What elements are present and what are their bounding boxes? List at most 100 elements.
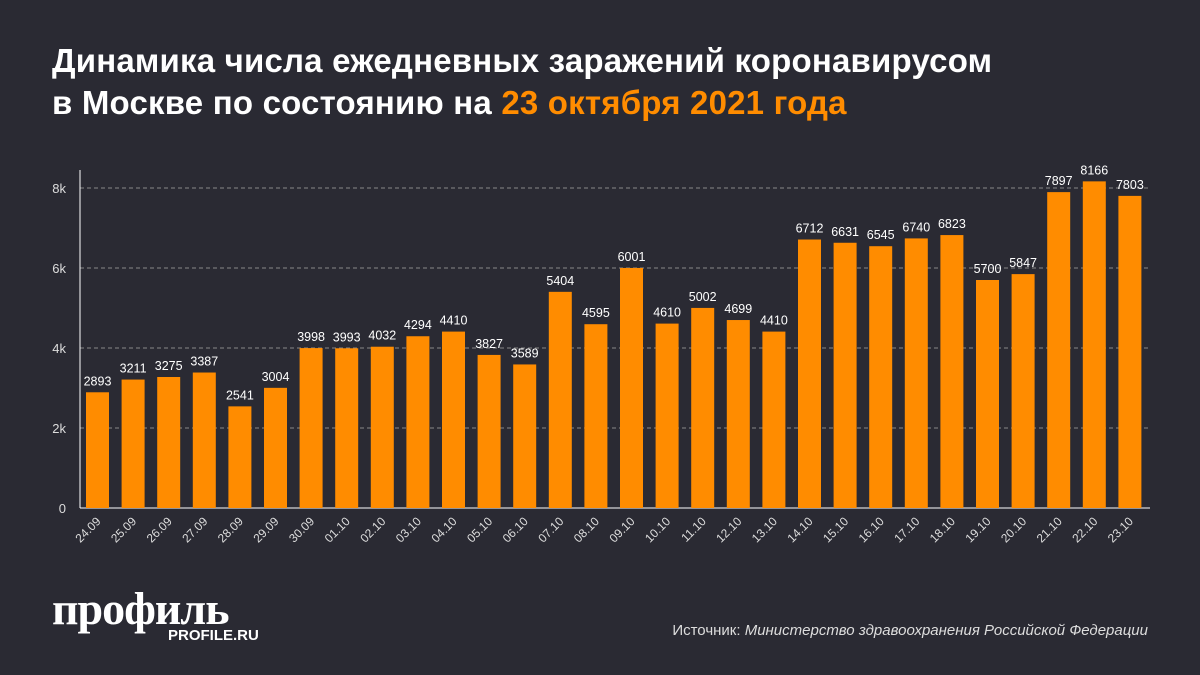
bar [726,320,750,508]
data-label: 3993 [333,330,361,344]
data-label: 7803 [1116,178,1144,192]
data-label: 4610 [653,306,681,320]
data-label: 5700 [974,262,1002,276]
data-label: 3004 [262,370,290,384]
y-tick-label: 8k [52,181,66,196]
title-line-2: в Москве по состоянию на 23 октября 2021… [52,82,992,124]
x-tick-label: 10.10 [642,514,673,545]
source-value: Министерство здравоохранения Российской … [744,622,1148,639]
data-label: 4294 [404,318,432,332]
data-label: 4032 [368,329,396,343]
bar [442,331,465,508]
bar [1047,192,1071,508]
title-date: 23 октября 2021 года [501,84,847,121]
x-tick-label: 08.10 [571,514,602,545]
bar [406,336,430,508]
data-label: 3589 [511,346,539,360]
data-label: 3275 [155,359,183,373]
x-tick-label: 13.10 [749,514,780,545]
x-tick-label: 14.10 [784,514,815,545]
data-label: 6712 [796,222,824,236]
x-tick-label: 29.09 [250,514,281,545]
data-label: 2893 [84,374,112,388]
bar [228,406,252,508]
source-note: Источник: Министерство здравоохранения Р… [672,622,1148,640]
x-tick-label: 24.09 [72,514,103,545]
bar [691,307,715,508]
x-tick-label: 23.10 [1105,514,1136,545]
data-label: 3827 [475,337,503,351]
y-tick-label: 2k [52,421,66,436]
chart-title: Динамика числа ежедневных заражений коро… [52,40,992,124]
x-tick-label: 25.09 [108,514,139,545]
data-label: 6740 [902,220,930,234]
x-tick-label: 22.10 [1069,514,1100,545]
data-label: 4410 [440,314,468,328]
source-label: Источник: [672,622,745,639]
x-tick-label: 02.10 [357,514,388,545]
x-tick-label: 26.09 [144,514,175,545]
x-tick-label: 04.10 [428,514,459,545]
x-tick-label: 03.10 [393,514,424,545]
bar [370,346,394,508]
y-tick-label: 4k [52,341,66,356]
x-tick-label: 11.10 [678,514,709,545]
x-tick-label: 28.09 [215,514,246,545]
x-tick-label: 06.10 [500,514,531,545]
data-label: 7897 [1045,174,1073,188]
bar [869,246,893,508]
x-tick-label: 21.10 [1034,514,1065,545]
bar [1011,274,1035,508]
bar [513,364,537,508]
title-line-1: Динамика числа ежедневных заражений коро… [52,42,993,79]
x-tick-label: 17.10 [891,514,922,545]
bar [192,372,216,508]
data-label: 4595 [582,306,610,320]
data-label: 3998 [297,330,325,344]
profile-site[interactable]: PROFILE.RU [168,627,259,644]
x-tick-label: 30.09 [286,514,317,545]
profile-logo[interactable]: профиль [52,583,230,634]
data-label: 5404 [546,274,574,288]
bar [833,242,857,508]
x-tick-label: 07.10 [535,514,566,545]
bar [477,354,501,508]
y-tick-label: 6k [52,261,66,276]
x-tick-label: 19.10 [962,514,993,545]
bar [798,239,821,508]
x-tick-label: 18.10 [927,514,958,545]
bar [940,235,964,508]
bar [299,348,323,508]
bar [121,379,145,508]
title-prefix: в Москве по состоянию на [52,84,502,121]
x-tick-label: 12.10 [713,514,744,545]
bar [762,331,786,508]
x-tick-label: 15.10 [820,514,851,545]
bar [335,348,359,508]
bar [157,377,181,508]
data-label: 2541 [226,388,254,402]
data-label: 6001 [618,250,646,264]
x-tick-label: 01.10 [322,514,353,545]
x-tick-label: 05.10 [464,514,495,545]
data-label: 3387 [190,355,218,369]
data-label: 8166 [1080,163,1108,177]
bar [1082,181,1106,509]
bar [620,267,643,508]
data-label: 6823 [938,217,966,231]
data-label: 6545 [867,228,895,242]
x-tick-label: 16.10 [856,514,887,545]
bar [655,323,679,508]
bar [1118,195,1142,508]
data-label: 5002 [689,290,717,304]
data-label: 6631 [831,225,859,239]
bar [584,324,608,508]
x-tick-label: 20.10 [998,514,1029,545]
data-label: 3211 [120,362,147,376]
data-label: 5847 [1009,256,1037,270]
data-label: 4410 [760,314,788,328]
data-label: 4699 [724,302,752,316]
bar [86,392,109,508]
bar [976,280,999,508]
